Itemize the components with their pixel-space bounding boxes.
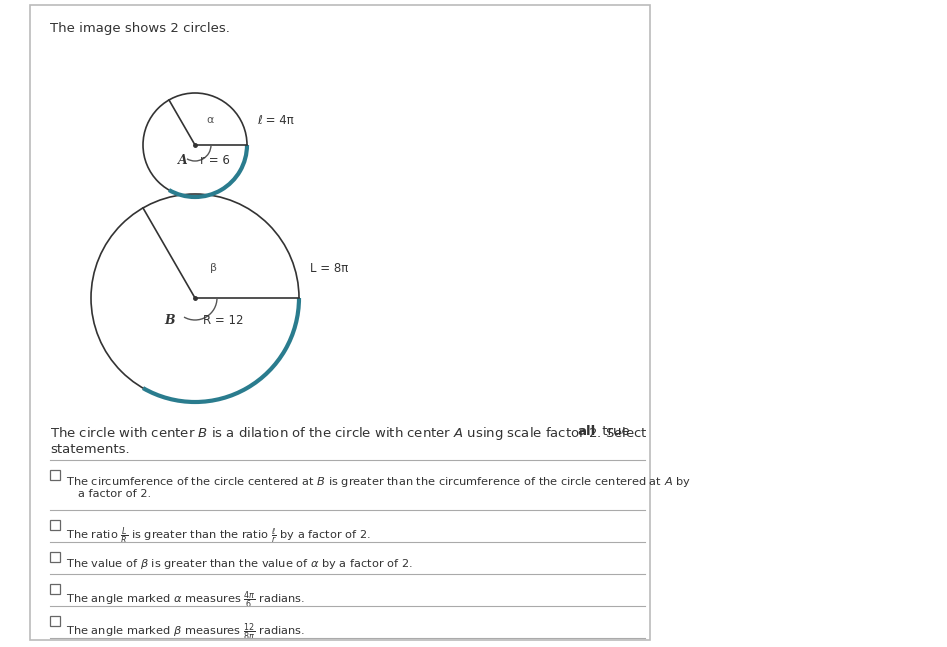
Text: all: all xyxy=(578,425,596,438)
Text: The image shows 2 circles.: The image shows 2 circles. xyxy=(50,22,230,35)
Text: β: β xyxy=(209,263,217,273)
Text: The ratio $\frac{L}{R}$ is greater than the ratio $\frac{\ell}{r}$ by a factor o: The ratio $\frac{L}{R}$ is greater than … xyxy=(66,525,371,547)
Text: The value of $\beta$ is greater than the value of $\alpha$ by a factor of 2.: The value of $\beta$ is greater than the… xyxy=(66,557,413,571)
FancyBboxPatch shape xyxy=(50,520,60,530)
Text: ℓ = 4π: ℓ = 4π xyxy=(257,113,294,127)
Text: A: A xyxy=(178,153,188,166)
Text: r = 6: r = 6 xyxy=(200,153,230,166)
FancyBboxPatch shape xyxy=(50,584,60,594)
Text: statements.: statements. xyxy=(50,443,130,456)
FancyBboxPatch shape xyxy=(50,616,60,626)
Text: a factor of 2.: a factor of 2. xyxy=(78,489,152,499)
FancyBboxPatch shape xyxy=(50,552,60,562)
Text: L = 8π: L = 8π xyxy=(310,261,348,274)
Text: The angle marked $\alpha$ measures $\frac{4\pi}{6}$ radians.: The angle marked $\alpha$ measures $\fra… xyxy=(66,589,305,611)
Text: The circumference of the circle centered at $B$ is greater than the circumferenc: The circumference of the circle centered… xyxy=(66,475,691,489)
Text: R = 12: R = 12 xyxy=(203,314,243,327)
Text: true: true xyxy=(598,425,630,438)
Text: B: B xyxy=(165,314,175,327)
Text: The angle marked $\beta$ measures $\frac{12}{8\pi}$ radians.: The angle marked $\beta$ measures $\frac… xyxy=(66,621,305,642)
FancyBboxPatch shape xyxy=(30,5,650,640)
Text: α: α xyxy=(206,115,214,126)
Text: The circle with center $B$ is a dilation of the circle with center $A$ using sca: The circle with center $B$ is a dilation… xyxy=(50,425,648,442)
FancyBboxPatch shape xyxy=(50,470,60,480)
